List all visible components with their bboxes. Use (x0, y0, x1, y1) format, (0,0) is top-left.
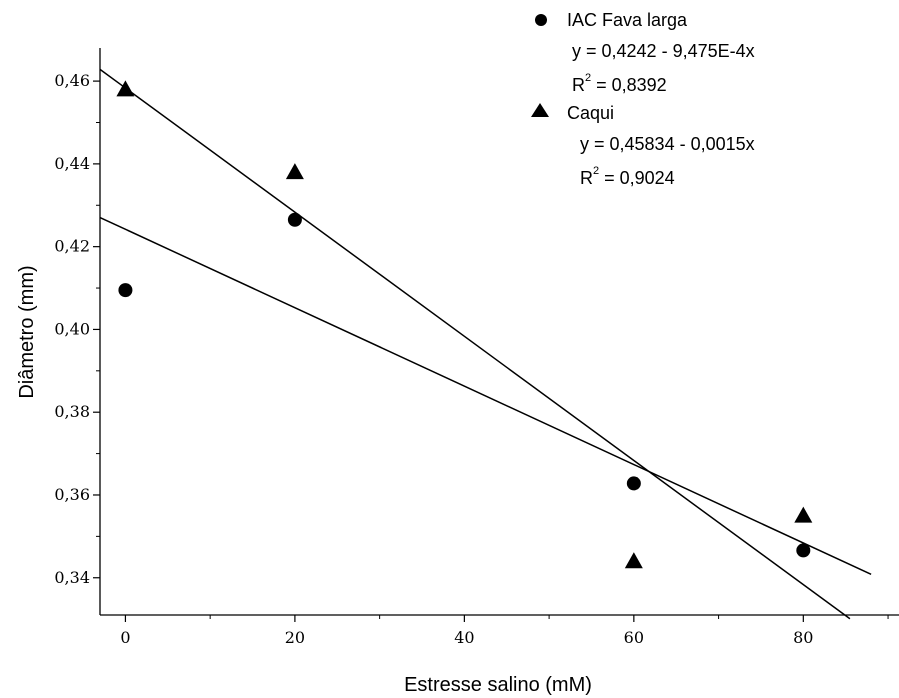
legend-r2-series-2: R2 = 0,9024 (580, 165, 675, 188)
x-tick-label: 40 (454, 628, 474, 647)
regression-line-series-1 (99, 216, 872, 576)
regression-lines (99, 68, 872, 620)
r2-letter: R (572, 75, 585, 95)
y-tick-label: 0,38 (54, 402, 90, 421)
r2-letter: R (580, 168, 593, 188)
x-axis-title: Estresse salino (mM) (404, 674, 592, 696)
y-tick-label: 0,46 (54, 71, 90, 90)
point-triangle (624, 552, 643, 569)
x-tick-label: 20 (285, 628, 305, 647)
y-tick-label: 0,36 (54, 485, 90, 504)
legend-label-series-2: Caqui (567, 103, 614, 123)
x-tick-label: 80 (793, 628, 813, 647)
x-tick-label: 0 (120, 628, 130, 647)
y-tick-label: 0,42 (54, 237, 90, 256)
y-tick-label: 0,34 (54, 568, 90, 587)
point-circle (118, 283, 133, 298)
y-axis-title: Diâmetro (mm) (16, 265, 38, 398)
point-circle (287, 212, 302, 227)
x-tick-label: 60 (624, 628, 644, 647)
point-circle (796, 543, 811, 558)
legend-label-series-1: IAC Fava larga (567, 10, 688, 30)
legend-equation-series-2: y = 0,45834 - 0,0015x (580, 134, 755, 154)
y-tick-label: 0,44 (54, 154, 90, 173)
legend-triangle-marker (531, 103, 549, 117)
regression-line-series-2 (99, 68, 851, 620)
r2-superscript: 2 (593, 165, 599, 177)
legend-circle-marker (535, 14, 547, 26)
point-triangle (285, 163, 304, 180)
axis-ticks: 0 20 40 60 80 0,34 0,36 0,38 0,40 0,42 0,44 0,46 (54, 71, 889, 647)
y-tick-label: 0,40 (54, 319, 90, 338)
point-circle (626, 476, 641, 491)
r2-value: = 0,8392 (591, 75, 667, 95)
data-points (116, 80, 813, 569)
r2-value: = 0,9024 (599, 168, 675, 188)
r2-superscript: 2 (585, 72, 591, 84)
point-triangle (794, 506, 813, 523)
legend: IAC Fava larga y = 0,4242 - 9,475E-4x R2… (531, 10, 755, 188)
legend-equation-series-1: y = 0,4242 - 9,475E-4x (572, 41, 755, 61)
legend-r2-series-1: R2 = 0,8392 (572, 72, 667, 95)
point-triangle (116, 80, 135, 97)
